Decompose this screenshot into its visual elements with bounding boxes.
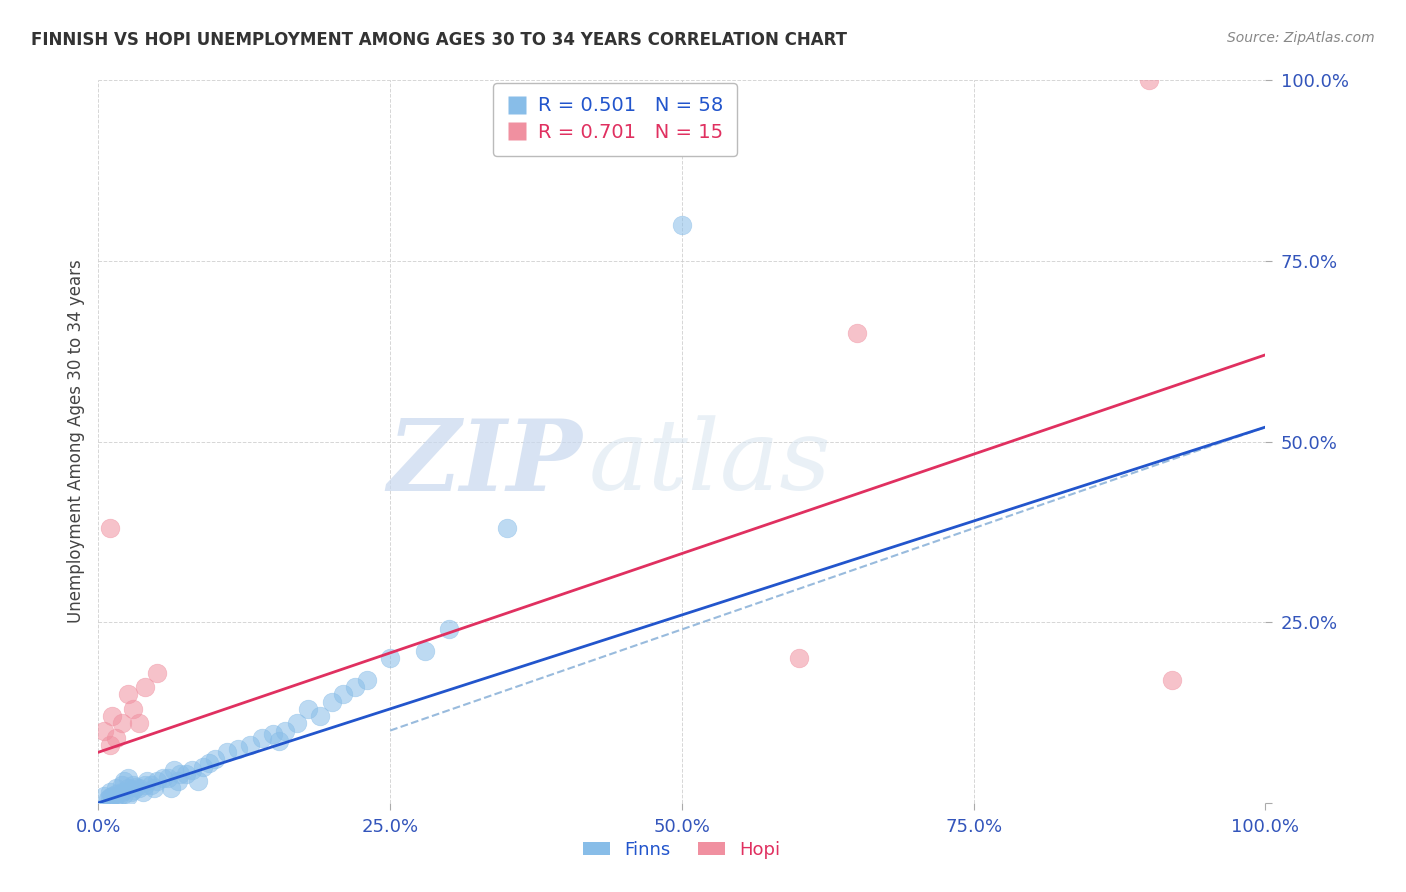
Point	[101, 789, 124, 803]
Point	[262, 727, 284, 741]
Point	[117, 771, 139, 785]
Point	[125, 780, 148, 794]
Point	[250, 731, 273, 745]
Y-axis label: Unemployment Among Ages 30 to 34 years: Unemployment Among Ages 30 to 34 years	[66, 260, 84, 624]
Point	[108, 789, 131, 803]
Text: ZIP: ZIP	[388, 415, 582, 511]
Point	[93, 723, 115, 738]
Point	[104, 781, 127, 796]
Point	[122, 782, 145, 797]
Point	[122, 778, 145, 792]
Point	[285, 716, 308, 731]
Point	[228, 741, 250, 756]
Point	[846, 326, 869, 340]
Point	[496, 521, 519, 535]
Point	[111, 785, 134, 799]
Point	[134, 680, 156, 694]
Point	[1161, 673, 1184, 687]
Point	[174, 767, 197, 781]
Point	[274, 723, 297, 738]
Point	[139, 778, 162, 792]
Point	[117, 789, 139, 803]
Point	[104, 731, 127, 745]
Point	[128, 781, 150, 796]
Point	[134, 778, 156, 792]
Point	[198, 756, 221, 770]
Text: atlas: atlas	[589, 416, 831, 511]
Text: Source: ZipAtlas.com: Source: ZipAtlas.com	[1227, 31, 1375, 45]
Point	[215, 745, 238, 759]
Point	[309, 709, 332, 723]
Point	[787, 651, 810, 665]
Point	[152, 771, 174, 785]
Point	[104, 787, 127, 801]
Point	[671, 218, 693, 232]
Point	[239, 738, 262, 752]
Point	[437, 623, 460, 637]
Legend: Finns, Hopi: Finns, Hopi	[576, 834, 787, 866]
Point	[132, 785, 155, 799]
Point	[98, 785, 121, 799]
Point	[187, 774, 209, 789]
Point	[136, 774, 159, 789]
Point	[1137, 73, 1160, 87]
Point	[112, 774, 135, 789]
Point	[101, 709, 124, 723]
Point	[204, 752, 226, 766]
Point	[122, 702, 145, 716]
Point	[112, 787, 135, 801]
Point	[128, 716, 150, 731]
Point	[159, 781, 181, 796]
Point	[193, 760, 215, 774]
Point	[143, 781, 166, 796]
Point	[297, 702, 319, 716]
Point	[93, 789, 115, 803]
Point	[169, 767, 191, 781]
Point	[380, 651, 402, 665]
Text: FINNISH VS HOPI UNEMPLOYMENT AMONG AGES 30 TO 34 YEARS CORRELATION CHART: FINNISH VS HOPI UNEMPLOYMENT AMONG AGES …	[31, 31, 846, 49]
Point	[332, 687, 354, 701]
Point	[356, 673, 378, 687]
Point	[117, 781, 139, 796]
Point	[413, 644, 436, 658]
Point	[146, 665, 169, 680]
Point	[146, 774, 169, 789]
Point	[321, 695, 343, 709]
Point	[163, 764, 186, 778]
Point	[97, 792, 120, 806]
Point	[157, 771, 180, 785]
Point	[180, 764, 202, 778]
Point	[117, 687, 139, 701]
Point	[111, 778, 134, 792]
Point	[98, 738, 121, 752]
Point	[111, 716, 134, 731]
Point	[344, 680, 367, 694]
Point	[269, 734, 291, 748]
Point	[98, 790, 121, 805]
Point	[104, 790, 127, 805]
Point	[120, 785, 142, 799]
Point	[98, 521, 121, 535]
Point	[166, 774, 188, 789]
